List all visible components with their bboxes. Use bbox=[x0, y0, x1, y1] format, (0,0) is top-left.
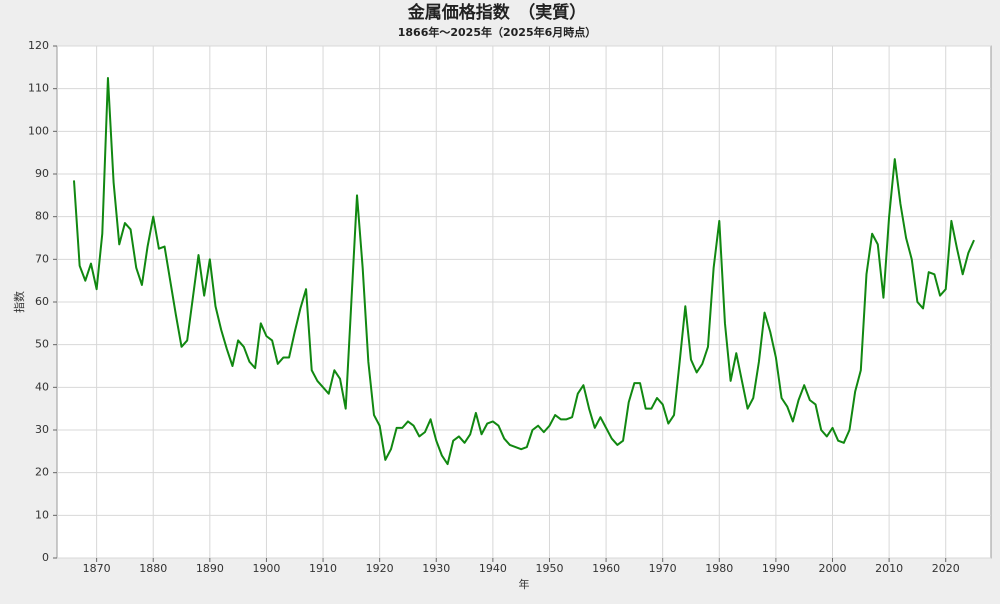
x-tick-label: 1950 bbox=[535, 562, 563, 575]
x-tick-label: 1960 bbox=[592, 562, 620, 575]
x-tick-label: 1970 bbox=[649, 562, 677, 575]
y-tick-label: 20 bbox=[35, 466, 49, 479]
chart-title: 金属価格指数 （実質） bbox=[407, 2, 587, 23]
y-tick-label: 50 bbox=[35, 338, 49, 351]
y-tick-label: 60 bbox=[35, 295, 49, 308]
y-tick-label: 110 bbox=[28, 82, 49, 95]
chart-subtitle: 1866年～2025年（2025年6月時点） bbox=[398, 25, 597, 39]
x-tick-label: 1910 bbox=[309, 562, 337, 575]
data-line bbox=[72, 77, 975, 466]
x-axis-label: 年 bbox=[519, 577, 530, 591]
y-tick-label: 10 bbox=[35, 508, 49, 521]
y-tick-label: 0 bbox=[42, 551, 49, 564]
y-tick-label: 90 bbox=[35, 167, 49, 180]
y-tick-label: 70 bbox=[35, 252, 49, 265]
x-tick-label: 1890 bbox=[196, 562, 224, 575]
x-tick-label: 1980 bbox=[705, 562, 733, 575]
x-tick-label: 2020 bbox=[932, 562, 960, 575]
x-tick-label: 1940 bbox=[479, 562, 507, 575]
x-tick-label: 2010 bbox=[875, 562, 903, 575]
y-tick-label: 100 bbox=[28, 124, 49, 137]
y-tick-label: 120 bbox=[28, 39, 49, 52]
x-tick-label: 1990 bbox=[762, 562, 790, 575]
x-tick-label: 1920 bbox=[366, 562, 394, 575]
x-tick-label: 1900 bbox=[252, 562, 280, 575]
x-tick-label: 1870 bbox=[83, 562, 111, 575]
y-tick-label: 80 bbox=[35, 210, 49, 223]
y-axis-label: 指数 bbox=[12, 291, 26, 313]
x-tick-label: 1880 bbox=[139, 562, 167, 575]
y-tick-label: 30 bbox=[35, 423, 49, 436]
x-tick-label: 1930 bbox=[422, 562, 450, 575]
x-tick-label: 2000 bbox=[819, 562, 847, 575]
y-tick-label: 40 bbox=[35, 380, 49, 393]
